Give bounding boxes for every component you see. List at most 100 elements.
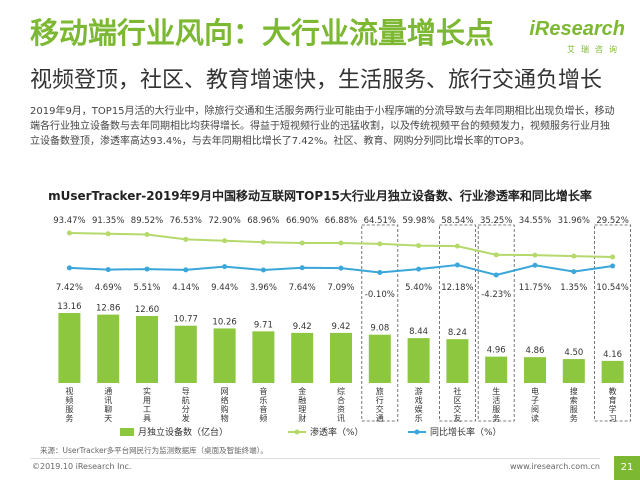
category-label: 电子阅读: [531, 386, 540, 423]
bar: [562, 359, 585, 383]
bar: [58, 313, 81, 383]
growth-label: -0.10%: [365, 290, 395, 300]
bar: [407, 338, 430, 383]
iresearch-logo: iResearch 艾瑞咨询: [517, 14, 629, 66]
growth-label: 5.51%: [133, 283, 160, 293]
category-label: 导航分发: [181, 387, 190, 423]
growth-label: 1.35%: [560, 283, 587, 293]
penetration-label: 93.47%: [53, 216, 85, 226]
bar-value-label: 4.96: [487, 346, 506, 356]
website-text: www.iresearch.com.cn: [510, 462, 600, 471]
legend-penetration-label: 渗透率（%）: [310, 426, 364, 438]
bar: [97, 314, 120, 383]
bar: [446, 339, 469, 383]
category-label: 网络购物: [220, 387, 229, 423]
bar-value-label: 9.71: [254, 320, 273, 330]
penetration-point: [610, 254, 616, 260]
category-label: 综合资讯: [337, 386, 346, 423]
growth-point: [532, 262, 538, 268]
copyright-text: ©2019.10 iResearch Inc.: [32, 462, 132, 471]
category-label: 教育学习: [608, 386, 617, 423]
category-label: 社区交友: [453, 386, 462, 423]
penetration-point: [493, 252, 499, 258]
category-label: 视频服务: [65, 386, 74, 423]
bar-value-label: 8.44: [409, 327, 428, 337]
category-label: 游戏娱乐: [414, 386, 423, 423]
bar: [213, 328, 236, 383]
growth-label: -4.23%: [481, 290, 511, 300]
bar-value-label: 12.86: [96, 304, 120, 314]
penetration-label: 58.54%: [441, 216, 473, 226]
bar: [136, 315, 158, 383]
category-label: 金融理财: [298, 386, 307, 423]
growth-label: 12.18%: [441, 283, 473, 293]
penetration-point: [338, 240, 344, 246]
growth-point: [416, 266, 422, 272]
bar: [330, 332, 352, 383]
page-title: 移动端行业风向：大行业流量增长点: [30, 16, 495, 50]
growth-label: 4.14%: [172, 283, 199, 293]
bar-value-label: 4.86: [526, 346, 545, 356]
page-number: 21: [614, 456, 640, 480]
bar: [291, 332, 314, 383]
highlight-box: [477, 224, 515, 422]
penetration-label: 35.25%: [480, 216, 512, 226]
footer-divider: [30, 458, 600, 459]
penetration-label: 64.51%: [364, 216, 396, 226]
category-label: 通讯聊天: [104, 386, 113, 423]
category-label: 旅行交通: [375, 386, 384, 423]
penetration-point: [183, 236, 189, 242]
logo-text: iResearch: [529, 18, 625, 40]
growth-point: [66, 265, 72, 271]
penetration-label: 31.96%: [558, 216, 590, 226]
growth-point: [183, 267, 189, 273]
growth-label: 7.09%: [327, 283, 354, 293]
growth-point: [610, 263, 616, 269]
highlight-box: [361, 224, 399, 422]
bar-value-label: 9.42: [293, 322, 312, 332]
growth-point: [454, 262, 460, 268]
bar: [368, 334, 391, 383]
growth-label: 11.75%: [519, 283, 551, 293]
growth-point: [377, 269, 383, 275]
source-note: 来源：UserTracker多平台网民行为监测数据库（桌面及智能终端）。: [40, 446, 268, 455]
growth-label: 4.69%: [95, 283, 122, 293]
category-label: 实用工具: [143, 386, 152, 423]
growth-point: [105, 267, 111, 273]
bar-value-label: 10.26: [212, 317, 236, 327]
penetration-point: [260, 239, 266, 245]
bar-value-label: 4.50: [564, 348, 583, 358]
penetration-label: 68.96%: [247, 216, 279, 226]
penetration-label: 76.53%: [170, 216, 202, 226]
penetration-label: 66.90%: [286, 216, 318, 226]
bar: [524, 357, 546, 383]
penetration-label: 29.52%: [596, 216, 628, 226]
highlight-box: [438, 224, 476, 422]
bar-value-label: 10.77: [174, 315, 198, 325]
penetration-label: 72.90%: [208, 216, 240, 226]
penetration-point: [144, 231, 150, 237]
penetration-point: [66, 230, 72, 236]
growth-label: 9.44%: [211, 283, 238, 293]
penetration-point: [571, 253, 577, 259]
growth-label: 5.40%: [405, 283, 432, 293]
penetration-point: [454, 243, 460, 249]
penetration-label: 66.88%: [325, 216, 357, 226]
bar: [601, 360, 624, 383]
penetration-point: [299, 240, 305, 246]
penetration-point: [105, 231, 111, 237]
growth-point: [299, 265, 305, 271]
penetration-point: [416, 243, 422, 249]
bar-value-label: 8.24: [448, 328, 467, 338]
growth-point: [338, 265, 344, 271]
growth-label: 7.42%: [56, 283, 83, 293]
category-label: 音乐音频: [259, 386, 268, 423]
bar: [174, 325, 197, 383]
category-label: 生活服务: [492, 386, 501, 423]
growth-label: 3.96%: [250, 283, 277, 293]
growth-label: 10.54%: [596, 283, 628, 293]
legend-growth-marker: [414, 429, 420, 435]
chart-title: mUserTracker-2019年9月中国移动互联网TOP15大行业月独立设备…: [48, 189, 592, 203]
growth-point: [571, 269, 577, 275]
